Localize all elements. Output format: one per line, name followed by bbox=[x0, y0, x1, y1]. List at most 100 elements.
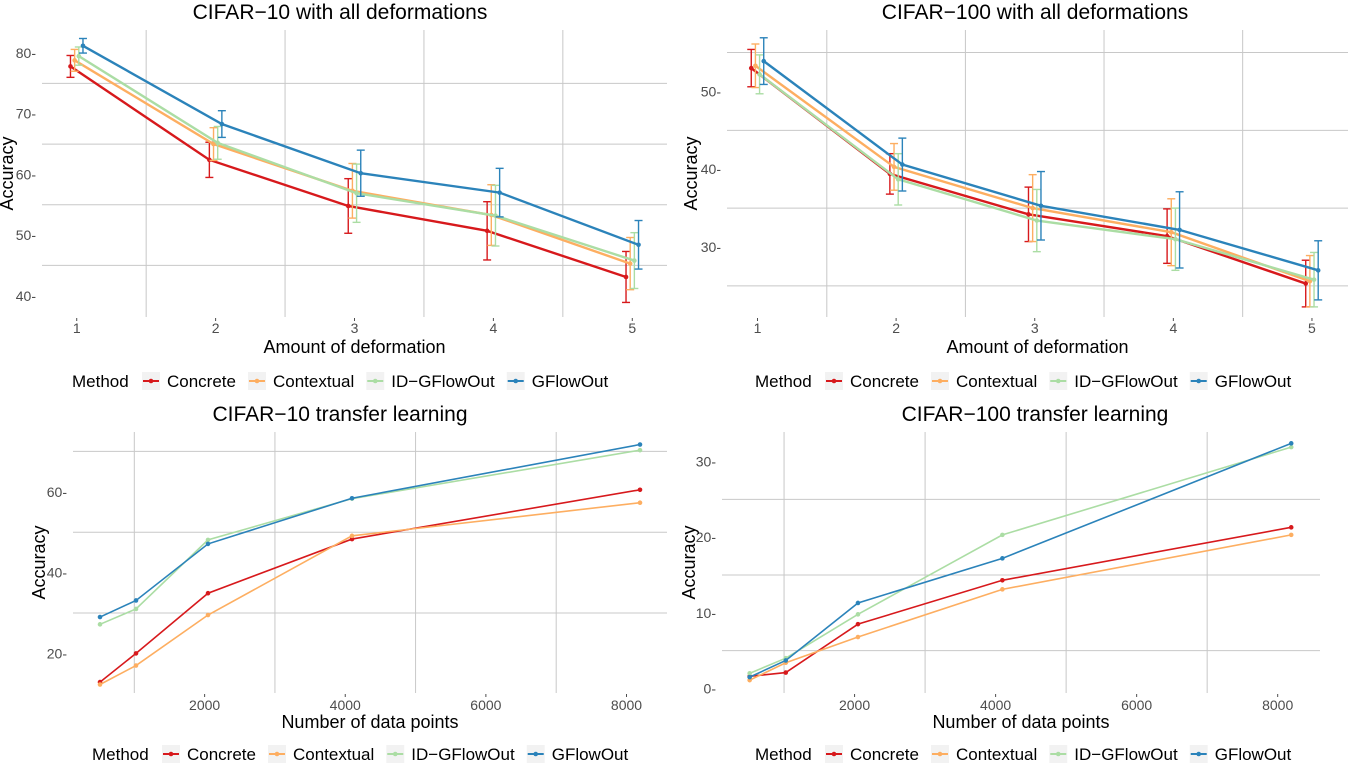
legend-key-point bbox=[937, 751, 943, 757]
legend-item: Concrete bbox=[825, 745, 919, 764]
data-point bbox=[97, 614, 103, 620]
data-point bbox=[637, 487, 643, 493]
data-point bbox=[1038, 203, 1044, 209]
data-point bbox=[1288, 525, 1294, 530]
legend-item: Contextual bbox=[930, 372, 1037, 391]
y-tick-label: 30- bbox=[696, 454, 717, 470]
data-point bbox=[1034, 218, 1040, 223]
legend-key-point bbox=[392, 751, 398, 757]
data-point bbox=[80, 43, 86, 49]
legend-item: GFlowOut bbox=[526, 745, 629, 764]
data-point bbox=[637, 447, 643, 453]
legend-title: Method bbox=[755, 745, 812, 764]
y-tick-label: 40- bbox=[47, 565, 68, 581]
x-tick-label: 4000 bbox=[980, 697, 1011, 713]
data-point bbox=[855, 621, 861, 627]
y-axis-title: Accuracy bbox=[681, 136, 701, 210]
x-tick-label: 6000 bbox=[1121, 697, 1152, 713]
legend-key-point bbox=[1196, 751, 1202, 757]
data-point bbox=[68, 64, 73, 69]
legend-item: Contextual bbox=[930, 745, 1037, 764]
legend-key-point bbox=[937, 378, 943, 384]
x-tick-label: 4 bbox=[489, 320, 497, 336]
series-line bbox=[749, 446, 1292, 675]
legend-key-point bbox=[168, 751, 174, 757]
data-point bbox=[133, 663, 139, 668]
data-point bbox=[1303, 281, 1309, 286]
series-gflowout bbox=[759, 37, 1323, 301]
legend-key-point bbox=[372, 378, 378, 384]
legend-key-point bbox=[831, 751, 837, 757]
x-tick-label: 3 bbox=[1031, 320, 1039, 336]
data-point bbox=[205, 612, 211, 618]
series-line bbox=[99, 449, 641, 626]
x-tick-label: 5 bbox=[1308, 320, 1316, 336]
data-point bbox=[855, 634, 861, 640]
data-point bbox=[215, 140, 220, 146]
legend-label: Concrete bbox=[167, 372, 236, 391]
legend-item: GFlowOut bbox=[1189, 745, 1292, 764]
data-point bbox=[1288, 441, 1294, 446]
chart-panel-3: 0- 10- 20- 30- 2000 4000 6000 8000 CIFAR−100 tra… bbox=[679, 403, 1320, 764]
data-point bbox=[1026, 212, 1031, 217]
chart-panel-1: 30- 40- 50- 1 2 3 4 5 CIFAR−100 with all deforma… bbox=[681, 1, 1348, 391]
series-contextual bbox=[747, 532, 1294, 683]
legend-item: ID−GFlowOut bbox=[386, 745, 515, 764]
x-tick-label: 2000 bbox=[189, 697, 220, 713]
data-point bbox=[72, 58, 77, 63]
chart-title: CIFAR−100 with all deformations bbox=[882, 1, 1188, 24]
data-point bbox=[1307, 278, 1313, 284]
y-axis-title: Accuracy bbox=[679, 525, 699, 599]
series-line bbox=[82, 44, 639, 246]
legend-label: ID−GFlowOut bbox=[1074, 372, 1178, 391]
legend: Method Concrete Contextual ID−GFlowOut GFlow… bbox=[72, 372, 609, 391]
data-point bbox=[637, 500, 643, 506]
series-line bbox=[69, 65, 627, 279]
legend-key-point bbox=[513, 378, 519, 384]
chart-title: CIFAR−100 transfer learning bbox=[902, 403, 1169, 426]
data-point bbox=[855, 600, 861, 606]
chart-title: CIFAR−10 transfer learning bbox=[212, 403, 467, 426]
legend-label: Contextual bbox=[956, 745, 1037, 764]
data-point bbox=[747, 674, 752, 680]
y-tick-label: 70- bbox=[16, 106, 37, 122]
data-point bbox=[783, 658, 789, 663]
data-point bbox=[205, 590, 211, 596]
series-line bbox=[99, 443, 641, 618]
y-tick-label: 10- bbox=[696, 605, 717, 621]
legend-label: Contextual bbox=[293, 745, 374, 764]
x-tick-label: 4000 bbox=[330, 697, 361, 713]
legend-label: ID−GFlowOut bbox=[1074, 745, 1178, 764]
data-point bbox=[1000, 532, 1005, 538]
y-tick-label: 20- bbox=[696, 529, 717, 545]
data-point bbox=[1311, 277, 1317, 282]
y-tick-label: 40- bbox=[701, 161, 722, 177]
data-point bbox=[1168, 229, 1174, 235]
x-axis-title: Amount of deformation bbox=[946, 337, 1128, 357]
series-gflowout bbox=[78, 37, 643, 270]
x-axis-title: Number of data points bbox=[932, 712, 1109, 732]
series-line bbox=[749, 534, 1292, 681]
data-point bbox=[349, 533, 355, 539]
series-line bbox=[99, 488, 641, 683]
legend-item: Contextual bbox=[267, 745, 374, 764]
legend: Method Concrete Contextual ID−GFlowOut GFlow… bbox=[755, 745, 1292, 764]
legend-label: GFlowOut bbox=[1215, 372, 1292, 391]
data-point bbox=[761, 58, 767, 64]
data-point bbox=[637, 442, 643, 447]
chart-panel-0: 40- 50- 60- 70- 80- 1 2 3 4 5 CIFAR−10 with all de… bbox=[0, 1, 667, 391]
series-concrete bbox=[747, 525, 1294, 679]
series-gflowout bbox=[747, 441, 1294, 680]
y-tick-label: 50- bbox=[701, 83, 722, 99]
data-point bbox=[205, 541, 211, 547]
data-point bbox=[358, 170, 364, 176]
legend-label: GFlowOut bbox=[532, 372, 609, 391]
data-point bbox=[1030, 205, 1035, 211]
series-idgflowout bbox=[755, 54, 1319, 308]
legend-item: Concrete bbox=[162, 745, 256, 764]
series-line bbox=[99, 501, 641, 686]
data-point bbox=[1173, 236, 1178, 242]
x-tick-label: 8000 bbox=[611, 697, 642, 713]
x-tick-label: 2000 bbox=[839, 697, 870, 713]
data-point bbox=[497, 190, 502, 195]
